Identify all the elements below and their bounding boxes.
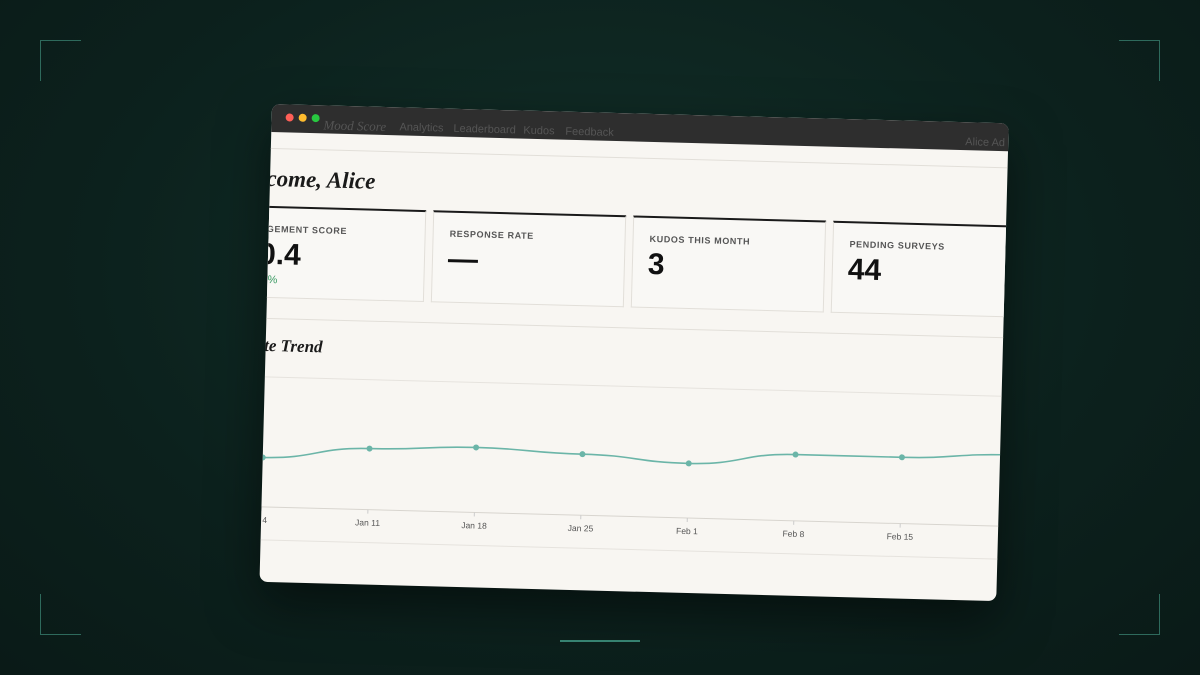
corner: [1119, 40, 1160, 81]
card-delta: .8%: [259, 273, 278, 287]
maximize-button[interactable]: [311, 114, 320, 123]
x-tick-label: Jan 25: [568, 523, 594, 534]
trend-line: [262, 446, 1009, 465]
x-tick-label: Jan 18: [461, 520, 487, 531]
card-label: KUDOS THIS MONTH: [649, 233, 751, 247]
data-point: [366, 445, 373, 452]
nav-link[interactable]: Feedback: [565, 125, 614, 139]
divider: [260, 539, 1009, 561]
close-button[interactable]: [285, 113, 294, 122]
stat-card: AGEMENT SCORE 0.4 .8%: [259, 205, 427, 303]
corner: [1119, 594, 1160, 635]
user-menu[interactable]: Alice Ad: [965, 136, 1006, 150]
x-tick-label: n 4: [260, 515, 267, 525]
card-value: 0.4: [259, 237, 302, 272]
page-title: lcome, Alice: [259, 165, 376, 194]
x-tick-label: Feb 8: [782, 529, 804, 540]
card-value: 3: [647, 247, 666, 282]
chart: n 4 Jan 11 Jan 18 Jan 25 Feb 1 Feb 8 Feb 15 Fe: [260, 376, 1009, 561]
data-point: [792, 451, 799, 458]
data-point: [579, 451, 586, 458]
x-tick-label: Feb 1: [676, 526, 698, 537]
stat-card: KUDOS THIS MONTH 3: [630, 215, 827, 313]
x-tick-label: Jan 11: [355, 517, 380, 528]
x-tick-label: Feb 15: [887, 531, 914, 542]
card-label: PENDING SURVEYS: [849, 239, 945, 252]
card-value: —: [447, 242, 479, 277]
divider: [259, 147, 1009, 169]
nav-link[interactable]: Kudos: [523, 124, 555, 138]
baseline: [261, 506, 1009, 528]
divider: [259, 317, 1009, 339]
stat-card: RESPONSE RATE —: [430, 210, 627, 308]
content: lcome, Alice AGEMENT SCORE 0.4 .8% RESPO…: [259, 131, 1009, 601]
nav-link[interactable]: Leaderboard: [453, 122, 516, 137]
divider: [264, 376, 1009, 398]
data-point: [1005, 451, 1009, 458]
browser-window: Mood Score Analytics Leaderboard Kudos F…: [259, 104, 1009, 602]
card-label: RESPONSE RATE: [449, 228, 534, 241]
corner: [40, 594, 81, 635]
stat-card: PENDING SURVEYS 44: [830, 220, 1009, 318]
decoration: [560, 640, 640, 642]
logo[interactable]: Mood Score: [323, 117, 387, 134]
card-value: 44: [847, 253, 882, 287]
corner: [40, 40, 81, 81]
nav-link[interactable]: Analytics: [399, 121, 444, 135]
data-point: [260, 454, 266, 461]
chart-title: ate Trend: [259, 335, 323, 357]
card-label: AGEMENT SCORE: [259, 223, 348, 237]
data-point: [898, 454, 905, 461]
data-point: [685, 460, 692, 467]
minimize-button[interactable]: [298, 113, 307, 122]
x-tick-label: Fe: [1001, 534, 1008, 544]
data-point: [473, 444, 480, 451]
